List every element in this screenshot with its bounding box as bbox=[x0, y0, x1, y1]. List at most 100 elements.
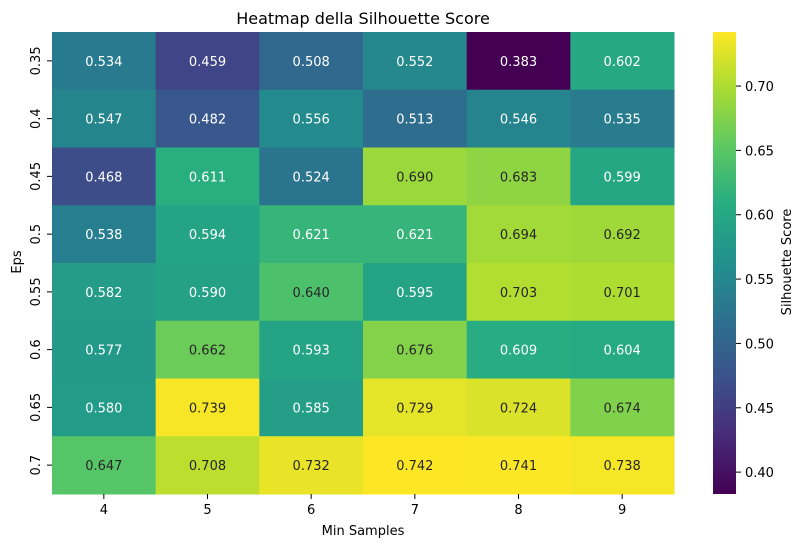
heatmap-cell bbox=[52, 320, 157, 379]
heatmap-cell bbox=[259, 378, 364, 437]
heatmap-cell bbox=[466, 205, 571, 264]
x-tick-label: 8 bbox=[514, 503, 522, 518]
heatmap-cell bbox=[155, 378, 260, 437]
heatmap-cell bbox=[466, 32, 571, 91]
cell-value-label: 0.662 bbox=[189, 344, 226, 359]
heatmap-cell bbox=[363, 263, 468, 322]
chart-title: Heatmap della Silhouette Score bbox=[236, 9, 490, 28]
heatmap-cell bbox=[259, 320, 364, 379]
cell-value-label: 0.468 bbox=[85, 170, 122, 185]
y-axis: 0.35 0.4 0.45 0.5 0.55 0.6 0.65 0.7 bbox=[29, 46, 52, 475]
cell-value-label: 0.513 bbox=[396, 113, 433, 128]
colorbar-label: Silhouette Score bbox=[780, 209, 795, 316]
cell-value-label: 0.741 bbox=[500, 459, 537, 474]
cell-value-label: 0.577 bbox=[85, 344, 122, 359]
heatmap-cell bbox=[363, 320, 468, 379]
heatmap-cell bbox=[52, 263, 157, 322]
heatmap-cell bbox=[570, 436, 675, 495]
cell-value-label: 0.590 bbox=[189, 286, 226, 301]
cell-value-label: 0.729 bbox=[396, 401, 433, 416]
heatmap-cell bbox=[155, 205, 260, 264]
y-axis-label: Eps bbox=[10, 250, 25, 273]
heatmap-cell bbox=[52, 205, 157, 264]
y-tick-label: 0.35 bbox=[29, 46, 44, 75]
cell-value-label: 0.535 bbox=[604, 113, 641, 128]
heatmap-cell bbox=[155, 436, 260, 495]
x-tick-label: 6 bbox=[307, 503, 315, 518]
cell-value-label: 0.459 bbox=[189, 55, 226, 70]
y-tick-label: 0.55 bbox=[29, 277, 44, 306]
x-tick-label: 9 bbox=[618, 503, 626, 518]
y-tick-label: 0.4 bbox=[29, 108, 44, 129]
cell-annotations: 0.534 0.459 0.508 0.552 0.383 0.602 0.547 0.482… bbox=[85, 55, 641, 474]
colorbar: 0.40 0.45 0.50 0.55 0.60 0.65 0.70 bbox=[713, 32, 774, 494]
x-tick-label: 5 bbox=[203, 503, 211, 518]
cell-value-label: 0.552 bbox=[396, 55, 433, 70]
cell-value-label: 0.674 bbox=[604, 401, 641, 416]
cell-value-label: 0.593 bbox=[293, 344, 330, 359]
cell-value-label: 0.582 bbox=[85, 286, 122, 301]
heatmap-cell bbox=[155, 32, 260, 91]
heatmap-cell bbox=[259, 147, 364, 206]
heatmap-cell bbox=[259, 205, 364, 264]
cell-value-label: 0.724 bbox=[500, 401, 537, 416]
cell-value-label: 0.556 bbox=[293, 113, 330, 128]
heatmap-cell bbox=[570, 378, 675, 437]
x-tick-label: 4 bbox=[100, 503, 108, 518]
heatmap-cell bbox=[155, 320, 260, 379]
heatmap-cell bbox=[52, 378, 157, 437]
cell-value-label: 0.738 bbox=[604, 459, 641, 474]
cell-value-label: 0.599 bbox=[604, 170, 641, 185]
colorbar-tick-label: 0.70 bbox=[745, 80, 774, 95]
heatmap-cell bbox=[570, 320, 675, 379]
colorbar-tick-label: 0.50 bbox=[745, 337, 774, 352]
heatmap-cell bbox=[155, 263, 260, 322]
heatmap-cell bbox=[570, 32, 675, 91]
cell-value-label: 0.547 bbox=[85, 113, 122, 128]
cell-value-label: 0.739 bbox=[189, 401, 226, 416]
y-tick-label: 0.6 bbox=[29, 339, 44, 360]
heatmap-cell bbox=[259, 32, 364, 91]
cell-value-label: 0.546 bbox=[500, 113, 537, 128]
heatmap-cell bbox=[155, 147, 260, 206]
heatmap-cell bbox=[259, 263, 364, 322]
cell-value-label: 0.676 bbox=[396, 344, 433, 359]
cell-value-label: 0.621 bbox=[293, 228, 330, 243]
heatmap-cell bbox=[466, 320, 571, 379]
heatmap-cell bbox=[155, 89, 260, 148]
colorbar-tick-label: 0.55 bbox=[745, 273, 774, 288]
y-tick-label: 0.7 bbox=[29, 455, 44, 476]
cell-value-label: 0.482 bbox=[189, 113, 226, 128]
colorbar-tick-label: 0.40 bbox=[745, 466, 774, 481]
cell-value-label: 0.580 bbox=[85, 401, 122, 416]
cell-value-label: 0.640 bbox=[293, 286, 330, 301]
x-axis: 4 5 6 7 8 9 bbox=[100, 494, 626, 518]
heatmap-cell bbox=[52, 147, 157, 206]
heatmap-cell bbox=[52, 89, 157, 148]
heatmap-cell bbox=[466, 89, 571, 148]
cell-value-label: 0.585 bbox=[293, 401, 330, 416]
cell-value-label: 0.383 bbox=[500, 55, 537, 70]
heatmap-cell bbox=[466, 147, 571, 206]
cell-value-label: 0.708 bbox=[189, 459, 226, 474]
cell-value-label: 0.690 bbox=[396, 170, 433, 185]
colorbar-gradient bbox=[713, 32, 736, 494]
x-tick-label: 7 bbox=[411, 503, 419, 518]
cell-value-label: 0.683 bbox=[500, 170, 537, 185]
heatmap-cell bbox=[363, 205, 468, 264]
heatmap-cell bbox=[363, 32, 468, 91]
cell-value-label: 0.692 bbox=[604, 228, 641, 243]
heatmap-cell bbox=[259, 436, 364, 495]
heatmap-cell bbox=[570, 263, 675, 322]
cell-value-label: 0.594 bbox=[189, 228, 226, 243]
heatmap-cell bbox=[570, 147, 675, 206]
cell-value-label: 0.604 bbox=[604, 344, 641, 359]
cell-value-label: 0.534 bbox=[85, 55, 122, 70]
heatmap-cell bbox=[363, 147, 468, 206]
heatmap-cell bbox=[52, 32, 157, 91]
cell-value-label: 0.701 bbox=[604, 286, 641, 301]
heatmap-cell bbox=[466, 436, 571, 495]
y-tick-label: 0.45 bbox=[29, 162, 44, 191]
cell-value-label: 0.621 bbox=[396, 228, 433, 243]
